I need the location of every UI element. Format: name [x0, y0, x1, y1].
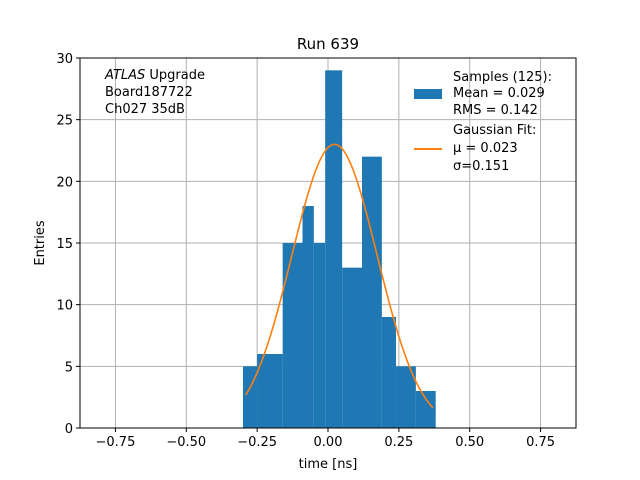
- histogram-bar-5: [325, 70, 343, 428]
- histogram-bar-1: [257, 354, 283, 428]
- y-tick-label-4: 20: [56, 175, 73, 190]
- gaussian-fit-line: [245, 143, 434, 409]
- x-tick-label-4: 0.25: [384, 435, 413, 450]
- y-tick-label-2: 10: [56, 299, 73, 314]
- histogram-bar-10: [415, 391, 436, 428]
- legend-fit-mu: μ = 0.023: [453, 141, 518, 156]
- histogram-bar-8: [381, 317, 397, 428]
- annotation-channel: Ch027 35dB: [105, 102, 185, 117]
- y-axis: 0 5 10 15 20 25 30: [56, 52, 80, 437]
- x-tick-label-0: −0.75: [96, 435, 136, 450]
- annotation-box: ATLAS Upgrade Board187722 Ch027 35dB: [104, 68, 205, 117]
- histogram-bar-3: [302, 206, 314, 428]
- histogram-bar-4: [313, 243, 326, 428]
- annotation-line-1: ATLAS Upgrade: [104, 68, 205, 83]
- legend-samples-title: Samples (125):: [453, 70, 552, 85]
- y-tick-label-3: 15: [56, 237, 73, 252]
- legend-fit-sigma: σ=0.151: [453, 159, 509, 174]
- histogram-bar-2: [282, 243, 303, 428]
- y-tick-label-6: 30: [56, 52, 73, 67]
- x-tick-label-5: 0.50: [455, 435, 484, 450]
- x-tick-label-6: 0.75: [526, 435, 555, 450]
- y-tick-label-5: 25: [56, 114, 73, 129]
- legend: Samples (125): Mean = 0.029 RMS = 0.142 …: [414, 70, 552, 174]
- x-tick-label-1: −0.50: [166, 435, 206, 450]
- y-axis-label: Entries: [33, 220, 48, 266]
- legend-samples-mean: Mean = 0.029: [453, 86, 545, 101]
- legend-samples-rms: RMS = 0.142: [453, 103, 538, 118]
- legend-fit-title: Gaussian Fit:: [453, 123, 536, 138]
- chart-title: Run 639: [297, 35, 359, 53]
- x-tick-label-3: 0.00: [314, 435, 343, 450]
- histogram-bar-7: [362, 156, 382, 428]
- x-axis: −0.75 −0.50 −0.25 0.00 0.25 0.50 0.75: [96, 428, 555, 450]
- y-tick-label-1: 5: [65, 360, 73, 375]
- histogram-bar-9: [396, 366, 416, 428]
- x-axis-label: time [ns]: [299, 457, 358, 472]
- x-tick-label-2: −0.25: [237, 435, 277, 450]
- gaussian-fit-curve: [245, 143, 434, 409]
- annotation-upgrade: Upgrade: [145, 68, 205, 83]
- histogram-bars: [242, 70, 436, 428]
- y-tick-label-0: 0: [65, 422, 73, 437]
- legend-samples-swatch: [414, 89, 442, 99]
- histogram-bar-6: [342, 267, 363, 428]
- annotation-board: Board187722: [105, 85, 193, 100]
- annotation-atlas: ATLAS: [104, 68, 145, 83]
